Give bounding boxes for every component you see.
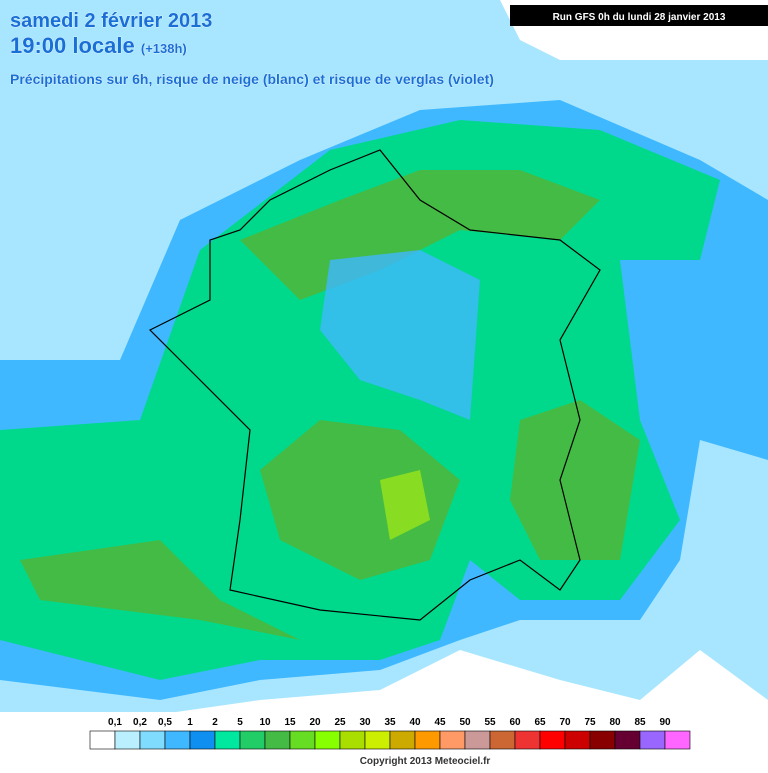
lead-time: (+138h) — [141, 41, 187, 56]
legend-label: 55 — [484, 717, 496, 728]
legend-label: 80 — [609, 717, 621, 728]
legend-swatch — [164, 730, 191, 750]
legend-label: 2 — [212, 717, 218, 728]
legend-label: 50 — [459, 717, 471, 728]
legend-swatch — [464, 730, 491, 750]
legend-swatch — [414, 730, 441, 750]
legend-label: 0,5 — [158, 717, 172, 728]
time: 19:00 locale — [10, 33, 135, 58]
legend-label: 5 — [237, 717, 243, 728]
legend-label: 0,1 — [108, 717, 122, 728]
legend-label: 1 — [187, 717, 193, 728]
legend-label: 10 — [259, 717, 271, 728]
legend-label: 40 — [409, 717, 421, 728]
legend-swatch — [239, 730, 266, 750]
legend-swatch — [89, 730, 116, 750]
legend-label: 45 — [434, 717, 446, 728]
legend-swatch — [439, 730, 466, 750]
map-subtitle: Précipitations sur 6h, risque de neige (… — [10, 71, 494, 87]
legend-swatch — [639, 730, 666, 750]
legend-swatch — [539, 730, 566, 750]
legend-swatch — [139, 730, 166, 750]
legend-label: 70 — [559, 717, 571, 728]
legend-swatch — [339, 730, 366, 750]
legend-label: 65 — [534, 717, 546, 728]
legend-label: 15 — [284, 717, 296, 728]
legend-label: 30 — [359, 717, 371, 728]
legend-swatch — [214, 730, 241, 750]
legend-swatch — [314, 730, 341, 750]
legend-swatch — [189, 730, 216, 750]
run-box — [510, 5, 768, 26]
copyright: Copyright 2013 Meteociel.fr — [360, 756, 491, 767]
legend-label: 90 — [659, 717, 671, 728]
legend-label: 60 — [509, 717, 521, 728]
map-time: 19:00 locale (+138h) — [10, 33, 187, 58]
legend-label: 35 — [384, 717, 396, 728]
legend-label: 85 — [634, 717, 646, 728]
legend-swatch — [589, 730, 616, 750]
legend: 0,1 0,2 0,5 1 2 5 10 15 20 25 30 35 40 45 50 55 60 65 70 75… — [89, 717, 691, 750]
legend-label: 25 — [334, 717, 346, 728]
legend-swatch — [114, 730, 141, 750]
legend-swatch — [664, 730, 691, 750]
legend-swatch — [389, 730, 416, 750]
legend-swatch — [514, 730, 541, 750]
legend-swatch — [564, 730, 591, 750]
legend-label: 0,2 — [133, 717, 147, 728]
legend-swatch — [264, 730, 291, 750]
legend-label: 75 — [584, 717, 596, 728]
legend-swatch — [289, 730, 316, 750]
legend-label: 20 — [309, 717, 321, 728]
map-date: samedi 2 février 2013 — [10, 10, 212, 32]
run-info: Run GFS 0h du lundi 28 janvier 2013 — [553, 12, 726, 23]
legend-swatch — [614, 730, 641, 750]
legend-swatch — [489, 730, 516, 750]
legend-swatch — [364, 730, 391, 750]
